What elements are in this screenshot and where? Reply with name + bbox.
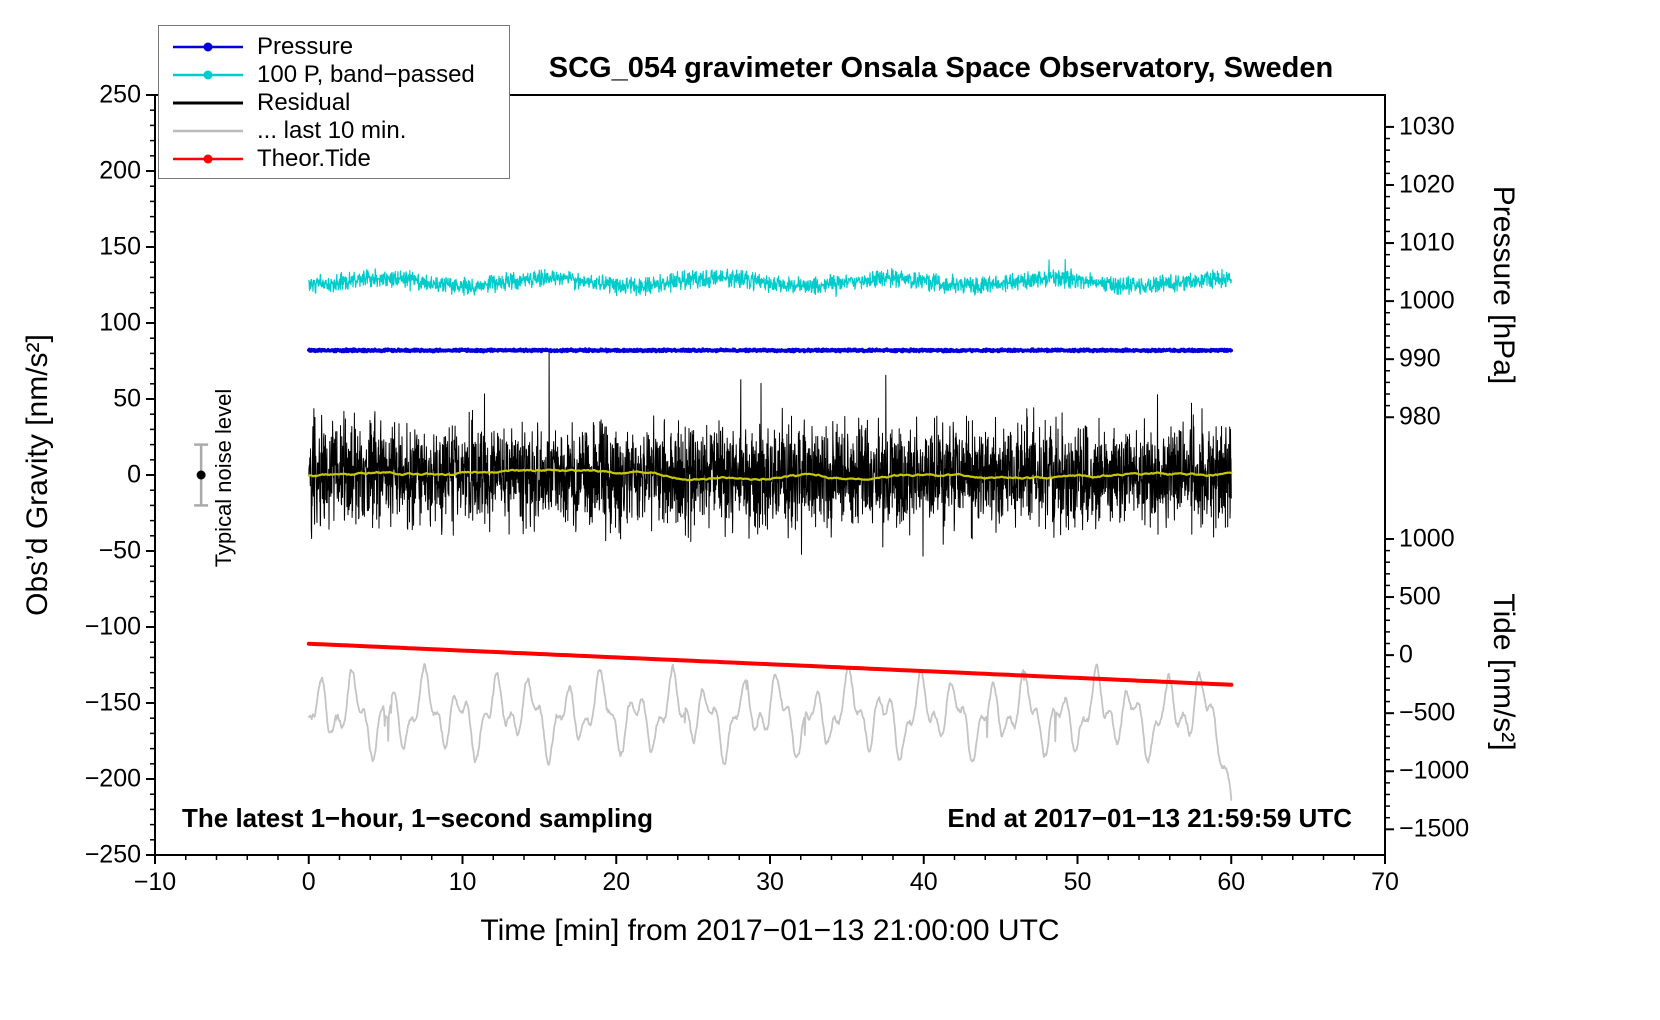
end-time-annotation: End at 2017−01−13 21:59:59 UTC [947, 803, 1352, 833]
legend-item: ... last 10 min. [169, 117, 499, 145]
x-axis-label: Time [min] from 2017−01−13 21:00:00 UTC [480, 914, 1060, 947]
tide-tick-label: 1000 [1399, 524, 1455, 553]
legend-item: Theor.Tide [169, 145, 499, 173]
time-tick-label: 40 [909, 868, 938, 896]
legend-label: ... last 10 min. [257, 117, 407, 144]
tide-tick-label: 0 [1399, 640, 1413, 669]
series-bandpassed [308, 258, 1232, 298]
time-tick-label: 30 [756, 868, 784, 896]
gravity-tick-label: −200 [84, 764, 141, 793]
time-tick-label: 20 [602, 868, 631, 896]
tide-tick-label: 500 [1399, 582, 1441, 611]
series-pressure [307, 347, 1234, 354]
tide-tick-label: −1000 [1399, 756, 1470, 785]
pressure-tick-label: 1020 [1399, 170, 1455, 199]
gravity-tick-label: −50 [98, 536, 141, 565]
gravity-tick-label: 100 [99, 308, 141, 337]
tide-tick-label: −1500 [1399, 814, 1470, 843]
legend-swatch-icon [173, 154, 243, 164]
pressure-tick-label: 1010 [1399, 228, 1455, 257]
pressure-tick-label: 1030 [1399, 112, 1455, 141]
time-tick-label: −10 [133, 868, 177, 896]
time-tick-label: 50 [1063, 868, 1092, 896]
legend-item: 100 P, band−passed [169, 61, 499, 89]
series-residual_smoothed [307, 468, 1233, 482]
legend-swatch-icon [173, 70, 243, 80]
legend-swatch-icon [173, 101, 243, 105]
pressure-tick-label: 1000 [1399, 286, 1455, 315]
legend-label: 100 P, band−passed [257, 61, 475, 88]
noise-level-label: Typical noise level [211, 388, 236, 568]
tide-tick-label: −500 [1399, 698, 1456, 727]
plot-frame [154, 94, 1386, 856]
chart-title: SCG_054 gravimeter Onsala Space Observat… [548, 52, 1334, 84]
sampling-annotation: The latest 1−hour, 1−second sampling [182, 803, 654, 833]
legend-label: Pressure [257, 33, 354, 60]
pressure-tick-label: 980 [1399, 402, 1441, 431]
legend-swatch-icon [173, 42, 243, 52]
legend-label: Residual [257, 89, 351, 116]
time-tick-label: 10 [448, 868, 477, 896]
y-axis-label-pressure: Pressure [hPa] [1487, 185, 1520, 385]
time-tick-label: 0 [301, 868, 316, 896]
gravity-tick-label: −150 [84, 688, 141, 717]
gravity-tick-label: −250 [84, 840, 141, 869]
gravity-tick-label: 50 [113, 384, 141, 413]
legend-item: Pressure [169, 33, 499, 61]
legend: Pressure 100 P, band−passed Residual... la… [158, 25, 510, 179]
gravity-tick-label: −100 [84, 612, 141, 641]
series-theor_tide [306, 641, 1234, 687]
time-tick-label: 70 [1371, 868, 1399, 896]
gravity-tick-label: 200 [99, 156, 141, 185]
pressure-tick-label: 990 [1399, 344, 1441, 373]
noise-marker-dot [196, 470, 206, 480]
y-axis-label-gravity: Obs’d Gravity [nm/s²] [21, 334, 54, 616]
legend-item: Residual [169, 89, 499, 117]
time-tick-label: 60 [1217, 868, 1246, 896]
y-axis-label-tide: Tide [nm/s²] [1487, 593, 1520, 751]
series-residual [308, 350, 1232, 557]
gravity-tick-label: 150 [99, 232, 141, 261]
gravity-tick-label: 250 [99, 80, 141, 109]
gravity-tick-label: 0 [127, 460, 141, 489]
legend-swatch-icon [173, 129, 243, 133]
series-last10min [307, 663, 1233, 801]
legend-label: Theor.Tide [257, 145, 371, 172]
